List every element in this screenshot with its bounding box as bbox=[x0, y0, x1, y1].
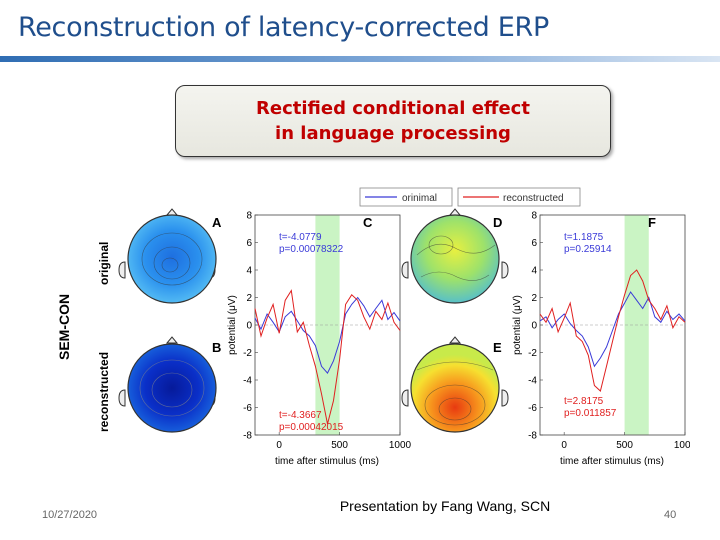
legend-original-label: orinimal bbox=[402, 193, 437, 204]
plot-f-ytick: 6 bbox=[531, 238, 537, 249]
plot-f-xtick: 500 bbox=[616, 440, 633, 451]
panel-label-c: C bbox=[363, 215, 373, 230]
plot-c-xtick: 0 bbox=[276, 440, 282, 451]
plot-c-xtick: 500 bbox=[331, 440, 348, 451]
plot-f-stat-t2: t=2.8175 bbox=[564, 396, 604, 407]
plot-c-stat-t2: t=-4.3667 bbox=[279, 410, 322, 421]
panel-label-a: A bbox=[212, 215, 222, 230]
topomap-b: B bbox=[118, 336, 221, 433]
plot-c-series-reconstructed bbox=[254, 289, 401, 425]
row-label-reconstructed: reconstructed bbox=[97, 352, 111, 432]
slide-title: Reconstruction of latency-corrected ERP bbox=[18, 12, 549, 43]
callout-box: Rectified conditional effect in language… bbox=[175, 85, 611, 157]
plot-c-ytick: 0 bbox=[246, 321, 252, 332]
plot-f-series-reconstructed bbox=[539, 269, 686, 392]
erp-figure: orinimal reconstructed SEM-CON original … bbox=[56, 187, 690, 468]
plot-c-xlabel: time after stimulus (ms) bbox=[275, 456, 379, 467]
plot-f-ytick: 4 bbox=[531, 266, 537, 277]
legend: orinimal reconstructed bbox=[359, 187, 581, 207]
title-rule bbox=[0, 56, 720, 62]
plot-f-xtick: 1000 bbox=[674, 440, 690, 451]
plot-c: -8 -6 -4 -2 0 2 4 6 8 0 500 1000 t=-4.0779 p=0.0007… bbox=[227, 211, 412, 468]
plot-c-ytick: -6 bbox=[243, 403, 252, 414]
plot-f-stat-t: t=1.1875 bbox=[564, 232, 604, 243]
plot-f-stat-p2: p=0.011857 bbox=[564, 408, 617, 419]
plot-c-stat-p: p=0.00078322 bbox=[279, 244, 344, 255]
footer-date: 10/27/2020 bbox=[42, 509, 98, 521]
topomap-a: A bbox=[118, 208, 222, 304]
row-label-original: original bbox=[97, 242, 111, 285]
plot-c-ytick: -4 bbox=[243, 376, 252, 387]
legend-reconstructed-box bbox=[457, 187, 581, 207]
panel-label-f: F bbox=[648, 215, 656, 230]
footer-presenter: Presentation by Fang Wang, SCN bbox=[339, 498, 551, 514]
plot-f-xtick: 0 bbox=[561, 440, 567, 451]
panel-label-e: E bbox=[493, 340, 502, 355]
plot-f-ytick: 0 bbox=[531, 321, 537, 332]
plot-f-stat-p: p=0.25914 bbox=[564, 244, 612, 255]
topomap-d: D bbox=[401, 208, 509, 304]
callout-line-2: in language processing bbox=[275, 123, 511, 144]
plot-f-ytick: -2 bbox=[528, 348, 537, 359]
plot-c-ytick: 2 bbox=[246, 293, 252, 304]
footer-page-number: 40 bbox=[664, 509, 677, 521]
plot-f-xlabel: time after stimulus (ms) bbox=[560, 456, 664, 467]
plot-f-ytick: -4 bbox=[528, 376, 537, 387]
legend-reconstructed-label: reconstructed bbox=[503, 193, 564, 204]
plot-c-ytick: -8 bbox=[243, 431, 252, 442]
panel-label-d: D bbox=[493, 215, 502, 230]
legend-original-box bbox=[359, 187, 453, 207]
plot-f-series-original bbox=[539, 291, 686, 368]
plot-c-xtick: 1000 bbox=[389, 440, 412, 451]
plot-f-ylabel: potential (μV) bbox=[512, 295, 523, 355]
topomap-e: E bbox=[401, 336, 509, 433]
callout-line-1: Rectified conditional effect bbox=[256, 98, 530, 119]
plot-f-ytick: 8 bbox=[531, 211, 537, 222]
row-label-sem-con: SEM-CON bbox=[56, 294, 72, 360]
plot-f: -8 -6 -4 -2 0 2 4 6 8 0 500 1000 t=1.1875 p=0.25914… bbox=[512, 211, 690, 468]
plot-c-ytick: -2 bbox=[243, 348, 252, 359]
plot-f-ytick: 2 bbox=[531, 293, 537, 304]
plot-c-stat-t: t=-4.0779 bbox=[279, 232, 322, 243]
plot-c-ytick: 6 bbox=[246, 238, 252, 249]
plot-f-ytick: -6 bbox=[528, 403, 537, 414]
plot-f-ytick: -8 bbox=[528, 431, 537, 442]
plot-c-ytick: 4 bbox=[246, 266, 252, 277]
plot-c-ylabel: potential (μV) bbox=[227, 295, 238, 355]
plot-c-ytick: 8 bbox=[246, 211, 252, 222]
plot-c-stat-p2: p=0.00042015 bbox=[279, 422, 344, 433]
panel-label-b: B bbox=[212, 340, 221, 355]
